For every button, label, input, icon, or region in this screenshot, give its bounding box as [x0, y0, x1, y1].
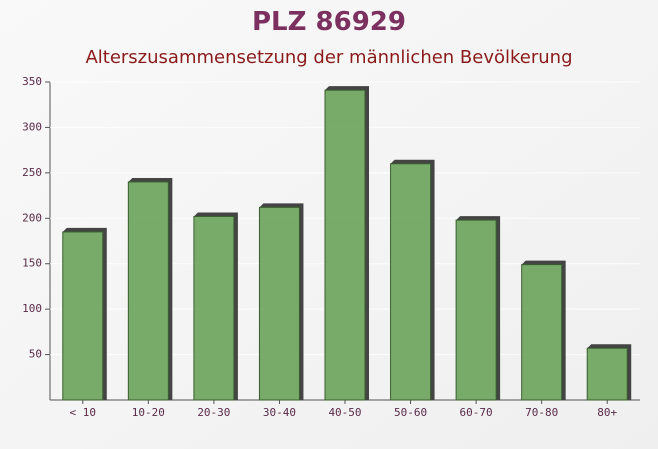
bar: [258, 206, 300, 401]
bar: [521, 264, 563, 401]
bar: [390, 163, 432, 401]
x-tick-label: 40-50: [328, 406, 361, 419]
y-tick-label: 150: [22, 257, 42, 270]
bar: [193, 215, 235, 401]
bar: [127, 181, 169, 401]
x-tick-label: 80+: [597, 406, 617, 419]
bar: [324, 89, 366, 401]
y-tick-label: 350: [22, 75, 42, 88]
y-tick-label: 100: [22, 302, 42, 315]
bar: [455, 219, 497, 401]
bar: [62, 231, 104, 401]
y-tick-label: 300: [22, 120, 42, 133]
x-tick-label: 30-40: [263, 406, 296, 419]
bar: [586, 347, 628, 401]
y-tick-label: 250: [22, 166, 42, 179]
y-tick-label: 200: [22, 211, 42, 224]
x-tick-label: < 10: [70, 406, 97, 419]
x-tick-label: 60-70: [460, 406, 493, 419]
chart-title: PLZ 86929: [252, 7, 406, 37]
x-tick-label: 20-30: [197, 406, 230, 419]
x-tick-label: 10-20: [132, 406, 165, 419]
chart-subtitle: Alterszusammensetzung der männlichen Bev…: [85, 47, 572, 68]
x-tick-label: 70-80: [525, 406, 558, 419]
y-tick-label: 50: [29, 348, 42, 361]
x-tick-label: 50-60: [394, 406, 427, 419]
